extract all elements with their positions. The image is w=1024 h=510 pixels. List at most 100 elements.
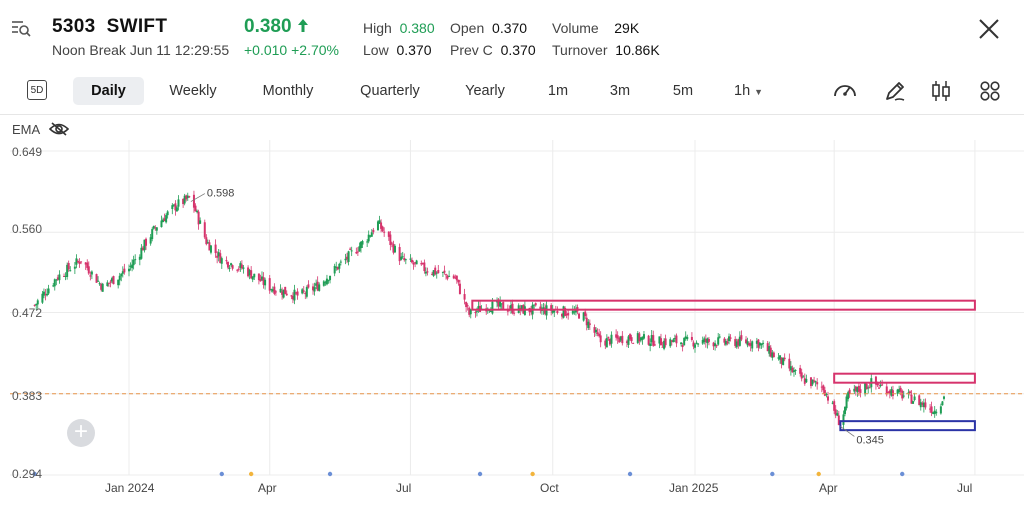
candle-body bbox=[791, 367, 794, 373]
price-chart[interactable]: 0.598 0.345 bbox=[0, 140, 1024, 480]
candle-body bbox=[389, 234, 392, 246]
candle-body bbox=[681, 345, 684, 348]
candle-body bbox=[165, 215, 168, 223]
candle-body bbox=[500, 303, 503, 305]
stat-high: High 0.380 bbox=[363, 20, 435, 36]
candle-body bbox=[349, 248, 352, 250]
candle-body bbox=[264, 279, 267, 286]
candle-body bbox=[239, 263, 242, 268]
candle-body bbox=[670, 340, 673, 342]
candle-body bbox=[564, 308, 567, 316]
search-icon[interactable] bbox=[11, 18, 31, 38]
tab-3m[interactable]: 3m bbox=[609, 83, 631, 99]
candle-body bbox=[145, 238, 148, 246]
candle-body bbox=[47, 288, 50, 294]
candle-body bbox=[369, 235, 372, 237]
candle-body bbox=[154, 227, 157, 229]
candle-body bbox=[149, 237, 152, 244]
candle-body bbox=[141, 247, 144, 251]
candle-body bbox=[242, 267, 245, 269]
candle-body bbox=[562, 306, 565, 318]
candle-body bbox=[910, 394, 913, 404]
candle-body bbox=[621, 335, 624, 344]
candle-body bbox=[177, 199, 180, 207]
candle-body bbox=[497, 299, 500, 307]
candle-body bbox=[251, 276, 254, 280]
candle-body bbox=[777, 357, 780, 359]
tab-daily[interactable]: Daily bbox=[73, 77, 144, 105]
candle-body bbox=[922, 402, 925, 408]
candle-body bbox=[312, 286, 315, 291]
candle-body bbox=[941, 401, 944, 406]
x-tick-label: Jan 2025 bbox=[669, 481, 719, 495]
candle-body bbox=[41, 293, 44, 303]
candle-body bbox=[401, 256, 404, 258]
grid-icon[interactable] bbox=[977, 78, 1003, 104]
candle-body bbox=[226, 261, 229, 268]
candle-body bbox=[465, 301, 468, 308]
candle-body bbox=[571, 310, 574, 314]
low-annotation: 0.345 bbox=[856, 434, 884, 446]
candle-body bbox=[197, 211, 200, 225]
eye-off-icon[interactable] bbox=[48, 121, 70, 137]
candle-body bbox=[636, 333, 639, 343]
candle-body bbox=[393, 245, 396, 253]
tab-monthly[interactable]: Monthly bbox=[262, 83, 314, 99]
candlestick-icon[interactable] bbox=[928, 78, 954, 104]
candle-body bbox=[539, 306, 542, 310]
candle-body bbox=[188, 196, 191, 198]
tab-5m[interactable]: 5m bbox=[672, 83, 694, 99]
candle-body bbox=[247, 267, 250, 277]
candle-body bbox=[935, 411, 938, 414]
candle-body bbox=[769, 347, 772, 357]
candle-body bbox=[823, 390, 826, 396]
gauge-icon[interactable] bbox=[832, 78, 858, 104]
candle-body bbox=[885, 386, 888, 395]
candle-body bbox=[95, 274, 98, 283]
5d-icon[interactable]: 5D bbox=[27, 80, 47, 100]
candle-body bbox=[802, 376, 805, 378]
pen-icon[interactable] bbox=[882, 78, 908, 104]
session-status: Noon Break bbox=[52, 42, 126, 58]
add-button[interactable]: + bbox=[67, 419, 95, 447]
candle-body bbox=[513, 312, 516, 314]
candle-body bbox=[653, 344, 656, 346]
candle-body bbox=[496, 301, 499, 303]
tab-weekly[interactable]: Weekly bbox=[169, 83, 217, 99]
candle-body bbox=[398, 247, 401, 262]
candle-body bbox=[755, 340, 758, 344]
candle-body bbox=[859, 389, 862, 393]
candle-body bbox=[608, 338, 611, 345]
candle-body bbox=[412, 263, 415, 265]
candle-body bbox=[192, 194, 195, 208]
high-annotation: 0.598 bbox=[207, 188, 235, 200]
candle-body bbox=[236, 269, 239, 271]
candle-body bbox=[707, 339, 710, 342]
candle-body bbox=[434, 267, 437, 275]
tab-1h[interactable]: 1h ▼ bbox=[734, 77, 768, 105]
candle-body bbox=[565, 313, 568, 316]
candle-body bbox=[902, 395, 905, 397]
tab-1m[interactable]: 1m bbox=[547, 83, 569, 99]
candle-body bbox=[520, 305, 523, 310]
candle-body bbox=[616, 335, 619, 339]
candle-body bbox=[912, 401, 915, 404]
candle-body bbox=[457, 279, 460, 283]
candle-body bbox=[162, 219, 165, 223]
session-info: Noon Break Jun 11 12:29:55 bbox=[52, 42, 229, 58]
y-tick-label: 0.472 bbox=[12, 306, 43, 320]
event-dot bbox=[477, 471, 483, 477]
candle-body bbox=[152, 225, 155, 229]
tab-yearly[interactable]: Yearly bbox=[465, 83, 505, 99]
candle-body bbox=[809, 377, 812, 386]
candle-body bbox=[106, 282, 109, 287]
close-icon[interactable] bbox=[976, 16, 1002, 42]
tab-quarterly[interactable]: Quarterly bbox=[360, 83, 420, 99]
candle-body bbox=[639, 337, 642, 341]
candle-body bbox=[697, 343, 700, 345]
candle-body bbox=[680, 342, 683, 345]
candle-body bbox=[854, 386, 857, 391]
candle-body bbox=[550, 305, 553, 311]
candle-body bbox=[250, 270, 253, 279]
change-value: +0.010 bbox=[244, 42, 288, 58]
